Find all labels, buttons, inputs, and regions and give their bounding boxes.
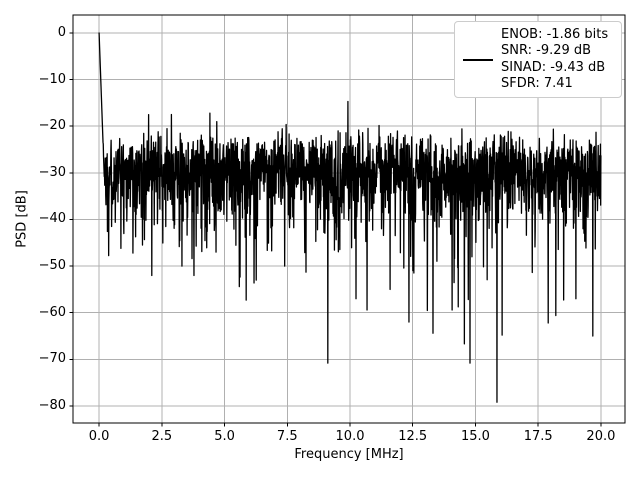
x-tick-label: 17.5 (523, 429, 553, 444)
y-tick-label: 0 (57, 24, 66, 40)
y-axis-label: PSD [dB] (14, 190, 30, 248)
legend-entry-sinad: SINAD: -9.43 dB (501, 59, 606, 75)
legend-entry-enob: ENOB: -1.86 bits (501, 27, 609, 43)
psd-trace (98, 32, 602, 403)
y-tick-label: −10 (38, 71, 66, 87)
y-tick-label: −50 (38, 258, 66, 274)
x-tick-label: 7.5 (276, 429, 298, 444)
x-tick-label: 10.0 (335, 429, 365, 444)
legend-line-sample-icon (463, 58, 493, 61)
x-tick-label: 12.5 (398, 429, 428, 444)
y-tick-label: −70 (38, 351, 66, 367)
x-axis-label: Frequency [MHz] (294, 447, 404, 462)
legend-entries: ENOB: -1.86 bits SNR: -9.29 dB SINAD: -9… (501, 27, 615, 92)
x-tick-label: 2.5 (151, 429, 173, 444)
y-tick-label: −20 (38, 118, 66, 134)
x-tick-label: 5.0 (214, 429, 235, 444)
legend-entry-sfdr: SFDR: 7.41 (501, 75, 573, 91)
legend: ENOB: -1.86 bits SNR: -9.29 dB SINAD: -9… (454, 21, 622, 98)
legend-entry-snr: SNR: -9.29 dB (501, 43, 592, 59)
x-tick-label: 20.0 (586, 429, 616, 444)
y-tick-label: −80 (38, 397, 66, 413)
axes-layer (69, 14, 626, 427)
y-tick-label: −40 (38, 211, 66, 227)
y-tick-label: −60 (38, 304, 66, 320)
trace-layer (98, 32, 602, 403)
x-tick-label: 15.0 (460, 429, 490, 444)
y-tick-label: −30 (38, 164, 66, 180)
x-tick-label: 0.0 (88, 429, 110, 444)
